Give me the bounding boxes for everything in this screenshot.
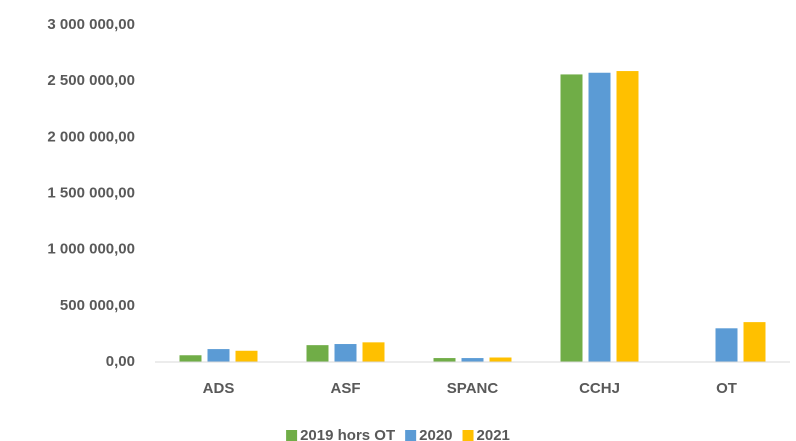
- bar: [461, 358, 484, 362]
- x-tick-label: ADS: [203, 380, 235, 397]
- x-tick-label: ASF: [331, 380, 361, 397]
- bar: [743, 322, 766, 362]
- y-tick-label: 0,00: [106, 353, 135, 370]
- y-tick-label: 3 000 000,00: [47, 16, 135, 33]
- y-tick-label: 2 000 000,00: [47, 128, 135, 145]
- bar: [560, 74, 583, 362]
- bar: [489, 357, 512, 362]
- y-tick-label: 1 500 000,00: [47, 184, 135, 201]
- legend-label: 2020: [419, 427, 452, 441]
- bar: [179, 355, 202, 362]
- x-tick-label: SPANC: [447, 380, 499, 397]
- bar: [588, 72, 611, 362]
- legend-swatch: [405, 430, 417, 441]
- bar: [306, 345, 329, 362]
- x-tick-label: CCHJ: [579, 380, 620, 397]
- bar: [235, 350, 258, 362]
- bar: [616, 71, 639, 362]
- legend-swatch: [286, 430, 298, 441]
- y-tick-label: 500 000,00: [60, 297, 135, 314]
- legend-label: 2019 hors OT: [300, 427, 395, 441]
- legend-label: 2021: [477, 427, 510, 441]
- legend-swatch: [462, 430, 474, 441]
- y-tick-label: 2 500 000,00: [47, 72, 135, 89]
- bar: [362, 342, 385, 362]
- bar: [715, 328, 738, 362]
- x-tick-label: OT: [716, 380, 737, 397]
- bar: [207, 349, 230, 362]
- y-tick-label: 1 000 000,00: [47, 241, 135, 258]
- bar: [334, 344, 357, 362]
- bar: [433, 358, 456, 362]
